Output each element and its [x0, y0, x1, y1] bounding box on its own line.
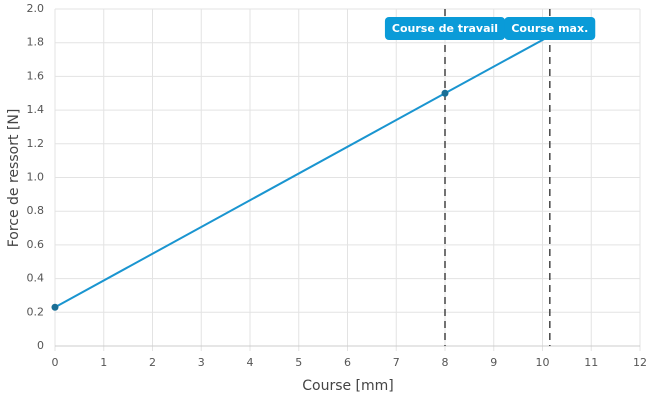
y-tick-label: 1.0 [27, 171, 45, 184]
x-tick-label: 8 [442, 356, 449, 369]
x-tick-label: 0 [52, 356, 59, 369]
annotation-label: Course max. [511, 22, 588, 35]
y-tick-label: 1.8 [27, 36, 45, 49]
annotation-box [504, 17, 596, 40]
x-tick-label: 2 [149, 356, 156, 369]
annotation-label: Course de travail [392, 22, 498, 35]
x-tick-label: 3 [198, 356, 205, 369]
x-tick-label: 4 [247, 356, 254, 369]
y-tick-label: 0 [37, 339, 44, 352]
y-tick-label: 1.2 [27, 137, 45, 150]
y-tick-label: 2.0 [27, 2, 45, 15]
x-tick-label: 9 [490, 356, 497, 369]
point [441, 89, 449, 97]
x-tick-label: 7 [393, 356, 400, 369]
y-tick-label: 1.4 [27, 103, 45, 116]
y-tick-label: 0.2 [27, 305, 45, 318]
x-tick-label: 12 [633, 356, 647, 369]
x-tick-label: 11 [584, 356, 598, 369]
x-tick-label: 6 [344, 356, 351, 369]
y-axis-title: Force de ressort [N] [6, 109, 22, 248]
x-tick-label: 10 [536, 356, 550, 369]
x-tick-label: 1 [100, 356, 107, 369]
annotation-box [384, 17, 506, 40]
point [51, 303, 59, 311]
x-axis-title: Course [mm] [302, 378, 394, 394]
x-tick-label: 5 [295, 356, 302, 369]
y-tick-label: 1.6 [27, 69, 45, 82]
y-tick-label: 0.4 [27, 272, 45, 285]
y-tick-label: 0.8 [27, 204, 45, 217]
y-tick-label: 0.6 [27, 238, 45, 251]
